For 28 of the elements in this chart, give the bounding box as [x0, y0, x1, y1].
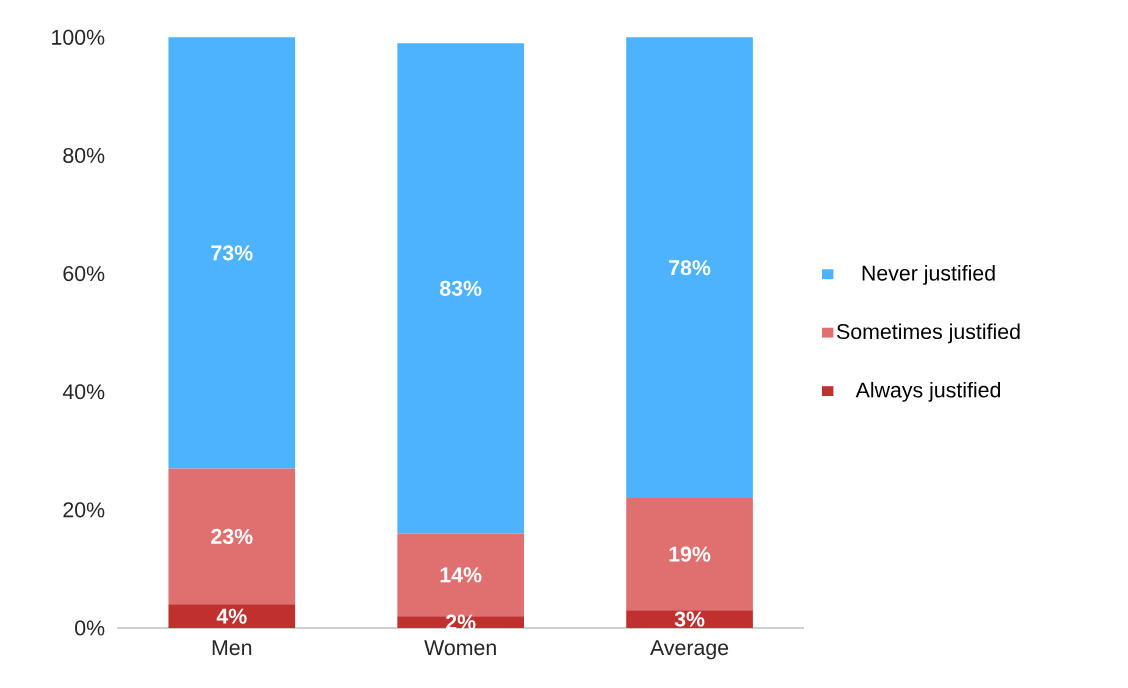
- bar: [397, 43, 524, 534]
- bar: [626, 498, 753, 611]
- bar: [626, 37, 753, 499]
- y-tick-label: 0%: [75, 620, 105, 636]
- data-label: 14%: [440, 567, 482, 583]
- x-tick-label: Women: [424, 640, 496, 656]
- bar: [168, 468, 296, 605]
- y-tick-label: 60%: [63, 266, 105, 282]
- y-tick-label: 20%: [63, 502, 105, 518]
- data-label: 78%: [669, 260, 711, 276]
- x-tick-label: Average: [650, 640, 729, 660]
- data-label: 83%: [439, 280, 482, 296]
- bar: [168, 37, 296, 469]
- x-tick-label: Men: [212, 640, 252, 656]
- bar: [626, 610, 753, 628]
- data-label: 23%: [211, 528, 253, 544]
- bar: [397, 616, 524, 628]
- data-label: 3%: [674, 611, 705, 627]
- legend-label: Always justified: [855, 381, 1001, 402]
- y-tick-label: 40%: [62, 384, 105, 400]
- data-label: 4%: [216, 608, 247, 624]
- legend-label: Sometimes justified: [837, 323, 1020, 344]
- y-tick-label: 80%: [63, 147, 105, 164]
- bar: [168, 604, 296, 628]
- data-label: 73%: [211, 245, 253, 261]
- data-label: 19%: [669, 546, 711, 562]
- y-tick-label: 100%: [52, 29, 105, 45]
- legend-label: Never justified: [862, 264, 995, 285]
